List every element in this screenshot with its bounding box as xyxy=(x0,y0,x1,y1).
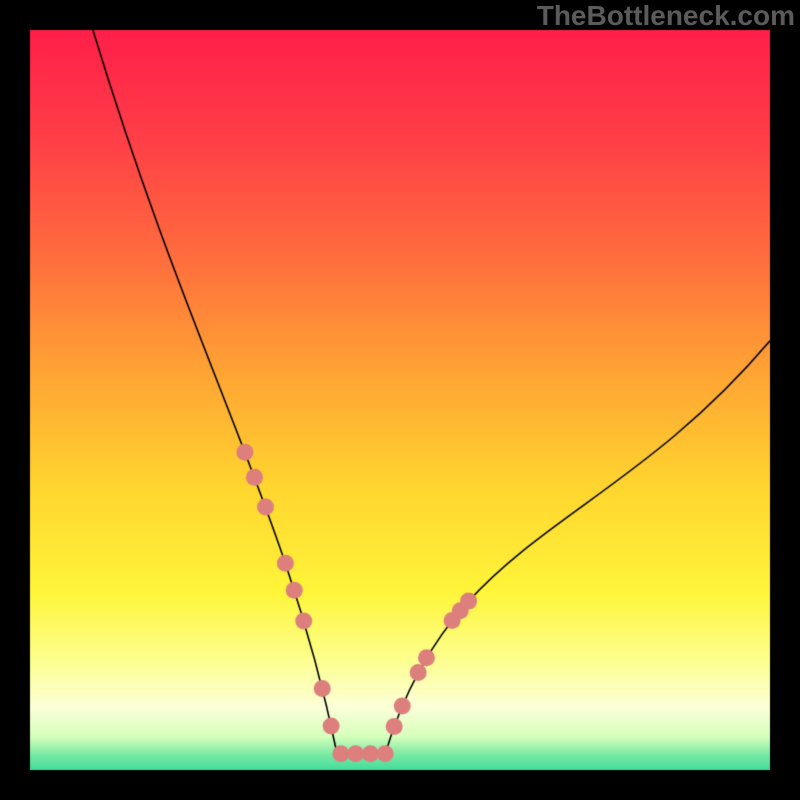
bottleneck-chart-canvas xyxy=(0,0,800,800)
chart-stage: TheBottleneck.com xyxy=(0,0,800,800)
